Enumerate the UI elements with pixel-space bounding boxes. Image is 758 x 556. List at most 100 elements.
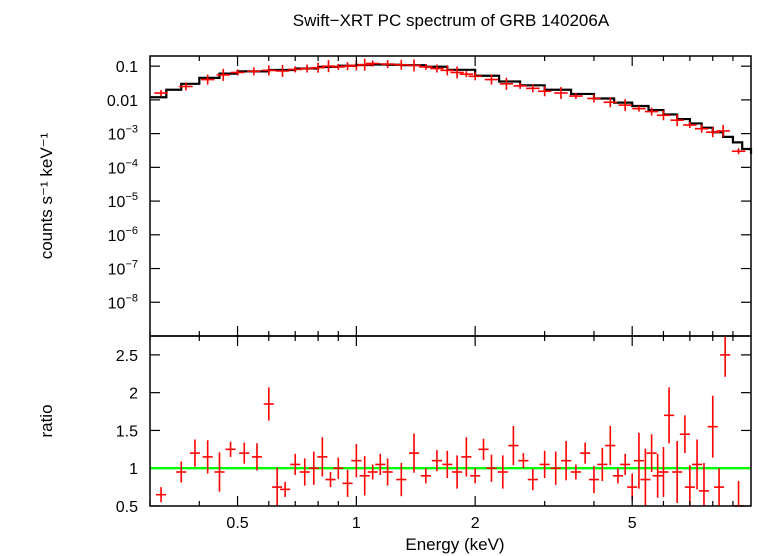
spectrum-data-point <box>247 67 261 76</box>
ratio-data-point <box>382 458 393 486</box>
top-y-axis-label: counts s⁻¹ keV⁻¹ <box>37 132 56 259</box>
ratio-frame <box>149 335 752 507</box>
ratio-data-point <box>478 438 489 460</box>
ratio-data-point <box>486 454 497 482</box>
ratio-data-point <box>290 453 301 476</box>
spectrum-data-point <box>380 60 395 69</box>
ratio-data-point <box>646 434 657 472</box>
spectrum-data-point <box>694 124 709 133</box>
chart-title: Swift−XRT PC spectrum of GRB 140206A <box>293 11 610 30</box>
ratio-data-point <box>620 453 631 476</box>
spectrum-data-point <box>450 66 464 79</box>
ratio-data-point <box>359 456 370 496</box>
ratio-y-tick-label: 2 <box>129 386 138 403</box>
ratio-data-point <box>239 442 250 464</box>
ratio-data-point <box>707 395 718 458</box>
ratio-panel: 0.5 1 1.5 2 2.5 <box>116 335 752 516</box>
top-y-tick-label: 0.01 <box>107 93 138 110</box>
ratio-data-point <box>713 468 725 506</box>
ratio-data-point <box>442 450 453 479</box>
spectrum-data-point <box>656 110 671 121</box>
ratio-data-point <box>214 452 225 492</box>
model-curve <box>150 63 753 154</box>
ratio-y-tick-label: 1 <box>129 461 138 478</box>
spectrum-data-point <box>311 62 325 73</box>
spectrum-data-point <box>365 60 380 67</box>
spectrum-data-point <box>587 94 601 103</box>
spectrum-data-point <box>300 64 314 73</box>
spectrum-data-point <box>484 74 499 85</box>
ratio-data-point <box>461 437 472 477</box>
ratio-data-point <box>351 444 362 478</box>
ratio-data-point <box>580 442 591 464</box>
ratio-data-point <box>333 457 344 479</box>
top-y-tick-label: 10−4 <box>108 157 138 177</box>
spectrum-data-point <box>179 82 193 91</box>
spectrum-data-point <box>731 148 746 155</box>
spectrum-y-ticks: 0.1 0.01 10−3 10−4 10−5 10−6 10−7 10−8 <box>107 59 751 312</box>
top-y-tick-label: 10−8 <box>108 292 138 312</box>
ratio-data-point <box>588 465 600 494</box>
ratio-data-point <box>640 448 651 506</box>
ratio-data-point <box>189 439 201 467</box>
ratio-data-group <box>150 336 751 507</box>
ratio-data-point <box>733 481 744 507</box>
top-y-tick-label: 10−6 <box>108 225 138 245</box>
ratio-data-point <box>597 447 608 482</box>
ratio-data-point <box>691 439 703 490</box>
spectrum-data-point <box>216 68 230 81</box>
ratio-y-ticks: 0.5 1 1.5 2 2.5 <box>116 348 751 516</box>
spectrum-data-point <box>262 65 276 76</box>
spectrum-data-point <box>716 124 730 137</box>
ratio-y-tick-label: 2.5 <box>116 348 138 365</box>
bottom-y-axis-label: ratio <box>37 404 56 437</box>
x-tick-label: 1 <box>352 515 361 532</box>
ratio-data-point <box>420 468 431 484</box>
spectrum-data-point <box>440 65 455 76</box>
ratio-data-point <box>684 465 695 506</box>
spectrum-data-point <box>526 84 540 93</box>
ratio-data-point <box>452 455 463 489</box>
ratio-data-point <box>251 443 263 471</box>
ratio-data-point <box>518 453 529 469</box>
spectrum-data-point <box>230 69 245 76</box>
ratio-data-point <box>612 468 623 484</box>
ratio-data-point <box>664 387 675 444</box>
ratio-data-point <box>508 425 519 466</box>
spectrum-data-point <box>288 66 302 73</box>
top-y-tick-label: 10−5 <box>108 191 138 211</box>
spectrum-data-point <box>644 107 659 116</box>
ratio-data-point <box>652 453 663 498</box>
ratio-data-point <box>308 451 319 485</box>
ratio-data-point <box>325 472 336 488</box>
spectrum-frame <box>149 55 752 337</box>
ratio-data-point <box>720 336 731 377</box>
spectrum-data-point <box>468 72 482 81</box>
ratio-data-point <box>263 387 274 421</box>
spectrum-data-point <box>419 63 433 70</box>
ratio-data-point <box>672 441 683 503</box>
ratio-data-point <box>342 469 353 497</box>
spectrum-data-point <box>603 97 618 108</box>
spectrum-data-point <box>554 86 568 99</box>
ratio-data-point <box>155 487 167 503</box>
ratio-y-tick-label: 1.5 <box>116 423 138 440</box>
ratio-data-point <box>527 468 538 491</box>
spectrum-data-point <box>394 59 409 70</box>
ratio-data-point <box>658 447 669 497</box>
x-tick-label: 5 <box>628 515 637 532</box>
ratio-data-point <box>679 415 690 454</box>
spectrum-data-point <box>499 77 514 90</box>
ratio-data-point <box>375 453 386 476</box>
model-curve-group <box>150 63 753 154</box>
ratio-data-point <box>570 464 581 480</box>
spectrum-data-point <box>357 58 372 71</box>
spectrum-data-point <box>618 99 632 112</box>
spectrum-data-point <box>706 127 720 138</box>
spectrum-data-point <box>632 105 646 112</box>
ratio-data-point <box>272 467 283 506</box>
ratio-y-tick-label: 0.5 <box>116 499 138 516</box>
ratio-data-point <box>176 461 187 483</box>
spectrum-data-point <box>513 82 527 89</box>
